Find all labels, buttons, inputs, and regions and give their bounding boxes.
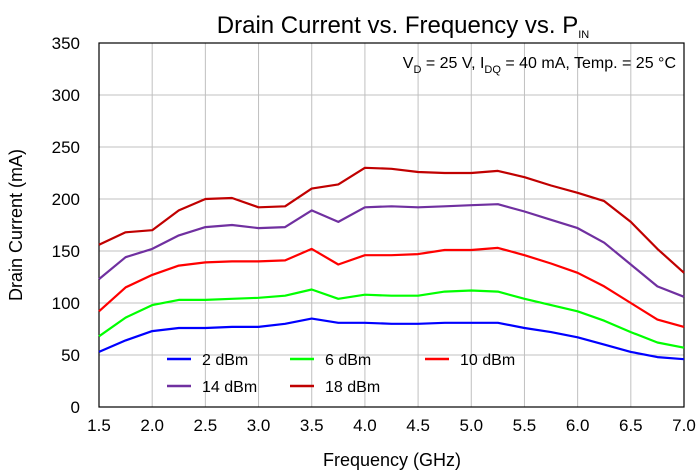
y-tick-label: 350 <box>52 34 80 53</box>
series-line-10-dbm <box>98 246 685 328</box>
y-tick-label: 250 <box>52 138 80 157</box>
y-tick-label: 100 <box>52 294 80 313</box>
x-tick-label: 6.0 <box>566 416 590 435</box>
legend-label: 18 dBm <box>325 379 380 396</box>
x-tick-label: 4.0 <box>353 416 377 435</box>
grid <box>99 43 684 407</box>
series-line-18-dbm <box>98 166 685 274</box>
x-tick-label: 2.0 <box>140 416 164 435</box>
tick-labels: 1.5 2.0 2.5 3.0 3.5 4.0 4.5 5.0 5.5 6.0 6.5 7.0 0 50 1… <box>52 34 696 435</box>
x-tick-label: 4.5 <box>406 416 430 435</box>
x-tick-label: 6.5 <box>619 416 643 435</box>
legend-label: 2 dBm <box>202 352 248 369</box>
y-tick-label: 200 <box>52 190 80 209</box>
x-tick-label: 5.5 <box>513 416 537 435</box>
legend-item-18-dbm: 18 dBm <box>290 379 380 396</box>
legend-item-14-dbm: 14 dBm <box>167 379 257 396</box>
chart-title: Drain Current vs. Frequency vs. PIN <box>217 12 590 41</box>
legend-label: 6 dBm <box>325 352 371 369</box>
plot-area-frame <box>98 42 685 408</box>
x-tick-label: 7.0 <box>672 416 696 435</box>
legend-label: 10 dBm <box>460 352 515 369</box>
series-line-2-dbm <box>98 317 685 361</box>
x-tick-label: 2.5 <box>194 416 218 435</box>
legend-label: 14 dBm <box>202 379 257 396</box>
series-layer <box>98 166 685 361</box>
x-tick-label: 3.5 <box>300 416 324 435</box>
x-tick-label: 3.0 <box>247 416 271 435</box>
y-tick-label: 300 <box>52 86 80 105</box>
y-tick-label: 150 <box>52 242 80 261</box>
legend-item-10-dbm: 10 dBm <box>425 352 515 369</box>
y-tick-label: 50 <box>61 346 80 365</box>
series-line-14-dbm <box>98 203 685 298</box>
conditions-annotation: VD = 25 V, IDQ = 40 mA, Temp. = 25 °C <box>403 55 676 76</box>
y-tick-label: 0 <box>71 398 80 417</box>
legend: 2 dBm 6 dBm 10 dBm 14 dBm 18 dBm <box>167 352 515 396</box>
x-tick-label: 1.5 <box>87 416 111 435</box>
series-line-6-dbm <box>98 288 685 349</box>
y-axis-label: Drain Current (mA) <box>6 149 26 301</box>
x-axis-label: Frequency (GHz) <box>323 450 461 470</box>
legend-item-6-dbm: 6 dBm <box>290 352 371 369</box>
legend-item-2-dbm: 2 dBm <box>167 352 248 369</box>
x-tick-label: 5.0 <box>459 416 483 435</box>
